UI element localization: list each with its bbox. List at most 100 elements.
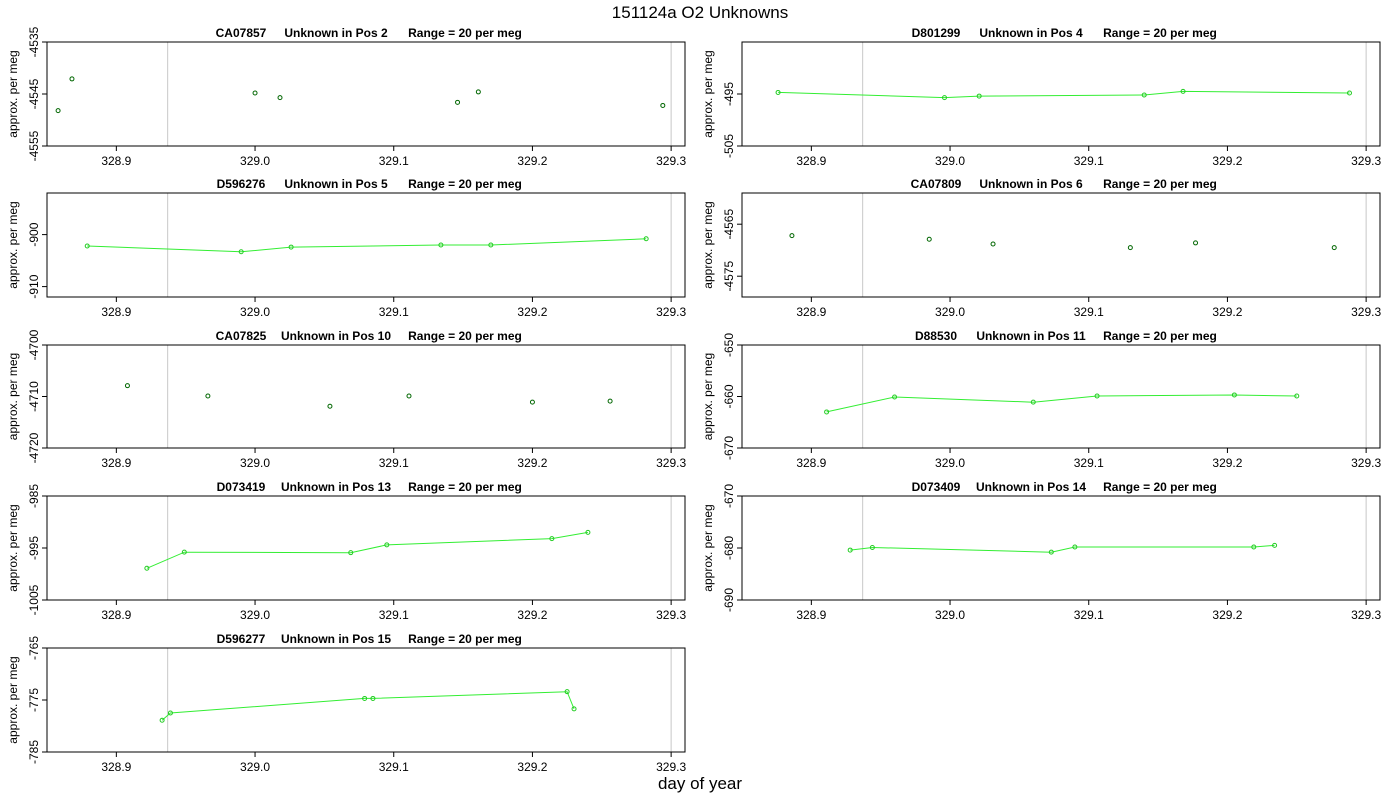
data-point xyxy=(892,394,898,400)
x-tick-label: 329.1 xyxy=(379,305,409,319)
panel-label: Unknown in Pos 2 xyxy=(284,26,388,40)
data-point xyxy=(643,236,649,242)
y-tick-label: -765 xyxy=(27,636,41,660)
data-point xyxy=(277,95,283,101)
x-tick-label: 329.3 xyxy=(1351,608,1381,622)
y-tick-label: -995 xyxy=(27,536,41,560)
series-line xyxy=(826,394,1297,413)
data-point xyxy=(564,689,570,695)
y-axis-title: approx. per meg xyxy=(6,353,20,440)
data-point xyxy=(181,549,187,555)
data-point xyxy=(370,695,376,701)
y-axis-title: approx. per meg xyxy=(701,504,715,591)
x-tick-label: 329.2 xyxy=(1212,608,1242,622)
x-tick-label: 329.0 xyxy=(240,760,270,774)
series-line xyxy=(161,691,575,721)
y-tick-label: -4545 xyxy=(27,78,41,109)
y-tick-label: -985 xyxy=(27,484,41,508)
x-tick-label: 329.1 xyxy=(1074,154,1104,168)
data-point xyxy=(488,242,494,248)
y-tick-label: -785 xyxy=(27,740,41,764)
data-point xyxy=(362,695,368,701)
y-tick-label: -4720 xyxy=(27,432,41,463)
plot-frame xyxy=(741,192,1381,298)
x-tick-label: 329.1 xyxy=(1074,456,1104,470)
panel-id: D073409 xyxy=(912,480,961,494)
panel-D073419: D073419 Unknown in Pos 13 Range = 20 per m… xyxy=(6,480,686,622)
data-point xyxy=(1346,90,1352,96)
panel-range: Range = 20 per meg xyxy=(1103,480,1217,494)
x-tick-label: 329.2 xyxy=(1212,154,1242,168)
x-tick-label: 329.3 xyxy=(656,608,686,622)
data-point xyxy=(159,717,165,723)
data-point xyxy=(585,529,591,535)
y-tick-label: -910 xyxy=(27,274,41,298)
panel-label: Unknown in Pos 14 xyxy=(976,480,1086,494)
panel-label: Unknown in Pos 10 xyxy=(281,329,391,343)
data-point xyxy=(976,93,982,99)
data-point xyxy=(144,565,150,571)
y-tick-label: -4555 xyxy=(27,130,41,161)
x-tick-label: 329.1 xyxy=(379,456,409,470)
panel-label: Unknown in Pos 15 xyxy=(281,632,391,646)
series-line xyxy=(87,238,647,253)
data-point xyxy=(348,550,354,556)
x-tick-label: 329.0 xyxy=(935,456,965,470)
data-point xyxy=(124,383,130,389)
x-tick-label: 329.2 xyxy=(517,608,547,622)
panel-range: Range = 20 per meg xyxy=(1103,26,1217,40)
panel-D88530: D88530 Unknown in Pos 11 Range = 20 per me… xyxy=(701,329,1381,470)
x-tick-label: 329.0 xyxy=(240,608,270,622)
y-tick-label: -4700 xyxy=(27,329,41,360)
y-tick-label: -680 xyxy=(722,536,736,560)
y-tick-label: -650 xyxy=(722,333,736,357)
data-point xyxy=(384,542,390,548)
x-tick-label: 329.1 xyxy=(1074,305,1104,319)
data-point xyxy=(941,95,947,101)
plot-frame xyxy=(46,344,686,449)
data-point xyxy=(1072,544,1078,550)
panel-range: Range = 20 per meg xyxy=(1103,329,1217,343)
y-tick-label: -4535 xyxy=(27,26,41,57)
y-axis-title: approx. per meg xyxy=(6,201,20,288)
x-tick-label: 329.3 xyxy=(656,154,686,168)
panel-id: D073419 xyxy=(217,480,266,494)
x-tick-label: 329.0 xyxy=(240,305,270,319)
data-point xyxy=(252,90,258,96)
y-axis-title: approx. per meg xyxy=(701,50,715,137)
data-point xyxy=(926,236,932,242)
data-point xyxy=(1251,544,1257,550)
panel-label: Unknown in Pos 5 xyxy=(284,177,388,191)
x-tick-label: 329.2 xyxy=(1212,305,1242,319)
data-point xyxy=(1141,92,1147,98)
y-tick-label: -1005 xyxy=(27,584,41,615)
data-point xyxy=(205,393,211,399)
data-point xyxy=(238,249,244,255)
data-point xyxy=(1294,393,1300,399)
y-axis-title: approx. per meg xyxy=(6,656,20,743)
data-point xyxy=(406,393,412,399)
y-axis-title: approx. per meg xyxy=(6,504,20,591)
y-tick-label: -4575 xyxy=(722,261,736,292)
x-tick-label: 329.3 xyxy=(656,760,686,774)
x-tick-label: 328.9 xyxy=(101,456,131,470)
series-line xyxy=(778,90,1350,99)
x-tick-label: 328.9 xyxy=(796,456,826,470)
data-point xyxy=(327,403,333,409)
y-axis-title: approx. per meg xyxy=(701,353,715,440)
data-point xyxy=(69,76,75,82)
x-tick-label: 329.0 xyxy=(240,154,270,168)
panel-CA07809: CA07809 Unknown in Pos 6 Range = 20 per me… xyxy=(701,177,1381,319)
panel-label: Unknown in Pos 13 xyxy=(281,480,391,494)
y-tick-label: -670 xyxy=(722,436,736,460)
x-tick-label: 329.2 xyxy=(517,456,547,470)
panel-D073409: D073409 Unknown in Pos 14 Range = 20 per m… xyxy=(701,480,1381,622)
y-tick-label: -670 xyxy=(722,484,736,508)
x-tick-label: 329.0 xyxy=(935,608,965,622)
data-point xyxy=(1231,392,1237,398)
x-tick-label: 328.9 xyxy=(101,305,131,319)
x-axis-title: day of year xyxy=(657,774,743,793)
data-point xyxy=(571,706,577,712)
x-tick-label: 329.0 xyxy=(240,456,270,470)
y-axis-title: approx. per meg xyxy=(701,201,715,288)
